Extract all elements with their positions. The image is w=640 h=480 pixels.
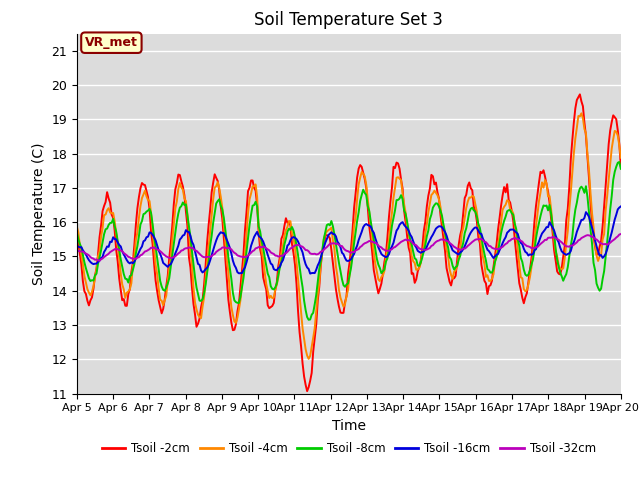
- Title: Soil Temperature Set 3: Soil Temperature Set 3: [254, 11, 444, 29]
- Legend: Tsoil -2cm, Tsoil -4cm, Tsoil -8cm, Tsoil -16cm, Tsoil -32cm: Tsoil -2cm, Tsoil -4cm, Tsoil -8cm, Tsoi…: [97, 437, 600, 460]
- Y-axis label: Soil Temperature (C): Soil Temperature (C): [31, 143, 45, 285]
- X-axis label: Time: Time: [332, 419, 366, 433]
- Text: VR_met: VR_met: [85, 36, 138, 49]
